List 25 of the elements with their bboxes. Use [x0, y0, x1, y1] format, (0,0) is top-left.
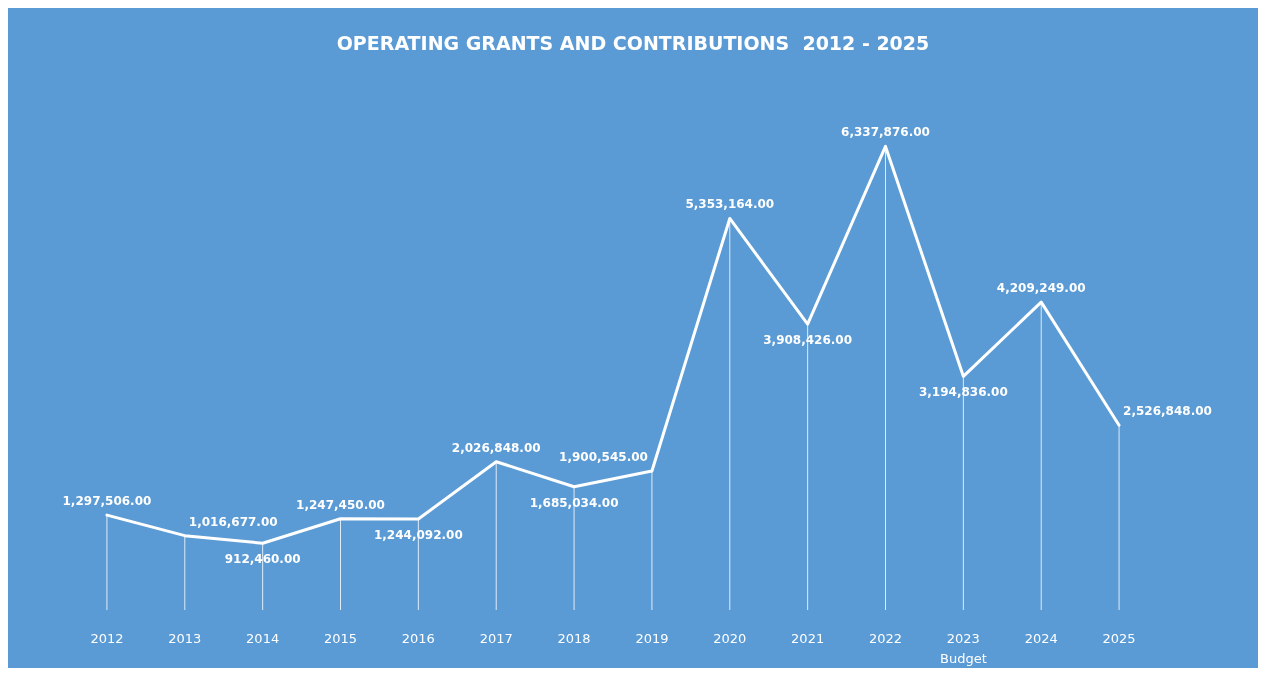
data-label: 1,016,677.00 — [188, 514, 278, 529]
x-tick-label: 2024 — [1024, 630, 1058, 646]
data-label: 1,685,034.00 — [529, 495, 619, 510]
data-label: 5,353,164.00 — [685, 197, 775, 212]
x-tick-label: 2015 — [323, 630, 358, 646]
x-tick-label: 2022 — [868, 630, 903, 646]
x-tick-label: 2013 — [168, 630, 202, 646]
x-tick-label: 2025 — [1102, 630, 1136, 646]
x-tick-label: 2021 — [791, 630, 825, 646]
data-label: 4,209,249.00 — [996, 281, 1086, 296]
x-tick-label: 2018 — [557, 630, 591, 646]
data-label: 2,526,848.00 — [1123, 404, 1212, 419]
data-label: 1,247,450.00 — [296, 497, 385, 512]
x-tick-label: 2019 — [635, 630, 669, 646]
x-tick-label: 2023 Budget — [939, 630, 987, 666]
data-label: 6,337,876.00 — [841, 125, 930, 140]
x-tick-label: 2012 — [90, 630, 124, 646]
chart-title: OPERATING GRANTS AND CONTRIBUTIONS 2012 - 2025 — [336, 31, 930, 54]
x-tick-label: 2016 — [401, 630, 435, 646]
x-tick-label: 2014 — [246, 630, 280, 646]
x-tick-label: 2020 — [713, 630, 747, 646]
x-tick-label: 2017 — [479, 630, 513, 646]
data-label: 2,026,848.00 — [451, 440, 541, 455]
data-label: 1,297,506.00 — [62, 494, 152, 509]
data-label: 1,900,545.00 — [559, 449, 648, 464]
